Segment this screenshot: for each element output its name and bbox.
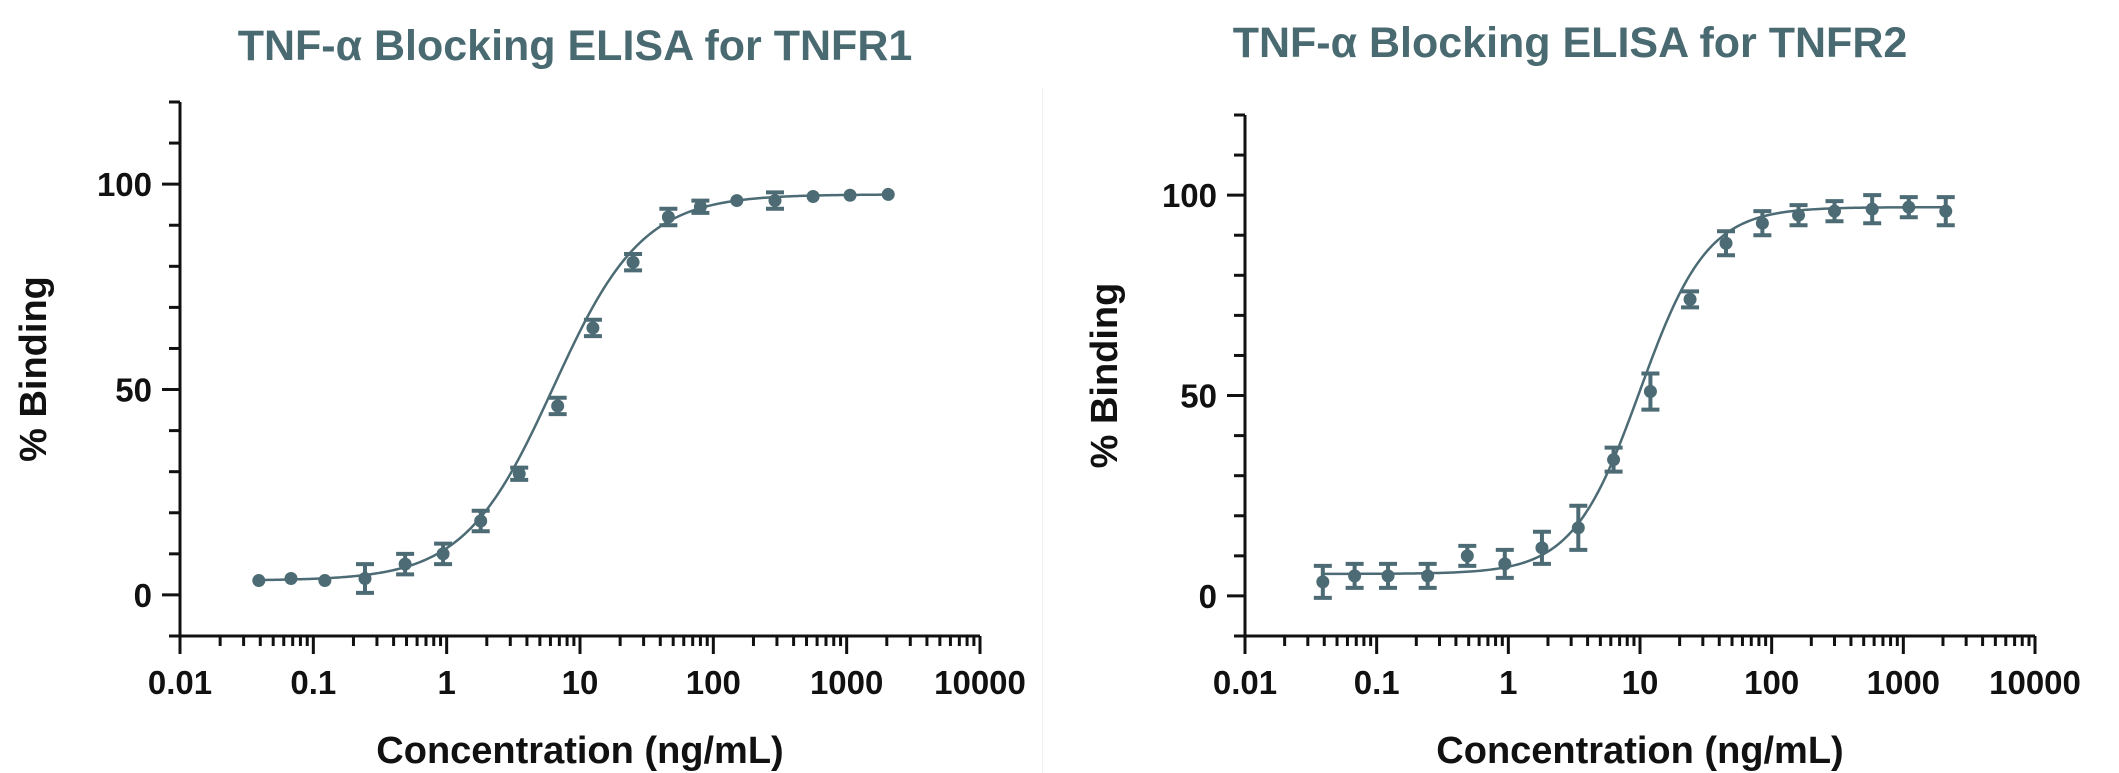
fit-curve — [1322, 205, 1946, 576]
data-point — [1316, 575, 1330, 589]
data-point — [1348, 569, 1362, 583]
data-point — [1421, 569, 1435, 583]
x-tick-label: 0.01 — [148, 664, 212, 701]
y-tick-label: 0 — [134, 577, 152, 614]
x-tick-label: 10 — [562, 664, 599, 701]
data-point — [1381, 569, 1395, 583]
x-tick-label: 0.01 — [1213, 664, 1277, 701]
data-point — [1498, 557, 1512, 571]
data-point — [1607, 453, 1621, 467]
data-point — [843, 188, 857, 202]
x-tick-label: 10000 — [934, 664, 1026, 701]
data-point — [512, 467, 526, 481]
x-tick-label: 1000 — [810, 664, 883, 701]
data-point — [626, 255, 640, 269]
x-tick-label: 1 — [1499, 664, 1517, 701]
data-point — [551, 399, 565, 413]
x-tick-label: 10000 — [1989, 664, 2081, 701]
y-axis-label: % Binding — [1084, 283, 1126, 469]
data-point — [1719, 236, 1733, 250]
data-point — [1902, 200, 1916, 214]
y-axis-label: % Binding — [13, 276, 55, 462]
data-point — [881, 187, 895, 201]
x-tick-label: 0.1 — [1354, 664, 1400, 701]
data-point — [474, 514, 488, 528]
x-tick-label: 1000 — [1867, 664, 1940, 701]
data-point — [1535, 541, 1549, 555]
y-tick-label: 100 — [97, 166, 152, 203]
data-point — [1827, 204, 1841, 218]
data-point — [1792, 208, 1806, 222]
data-point — [586, 321, 600, 335]
data-point — [1460, 549, 1474, 563]
panel-divider — [1042, 88, 1043, 773]
data-point — [1939, 204, 1953, 218]
x-tick-label: 100 — [686, 664, 741, 701]
y-tick-label: 0 — [1199, 578, 1217, 615]
x-tick-label: 10 — [1622, 664, 1659, 701]
chart-title: TNF-α Blocking ELISA for TNFR1 — [238, 22, 913, 70]
data-point — [252, 574, 266, 588]
x-tick-label: 0.1 — [290, 664, 336, 701]
data-point — [436, 547, 450, 561]
x-axis-label: Concentration (ng/mL) — [376, 730, 783, 772]
data-point — [398, 557, 412, 571]
x-tick-label: 1 — [437, 664, 455, 701]
data-point — [1683, 292, 1697, 306]
x-axis-label: Concentration (ng/mL) — [1436, 730, 1843, 772]
chart-title: TNF-α Blocking ELISA for TNFR2 — [1233, 19, 1908, 67]
data-point — [693, 200, 707, 214]
data-point — [661, 210, 675, 224]
chart-panel-2: TNF-α Blocking ELISA for TNFR2 0 50 100 0.01… — [1084, 19, 2081, 772]
y-tick-label: 100 — [1162, 177, 1217, 214]
data-point — [1643, 385, 1657, 399]
data-point — [1755, 216, 1769, 230]
data-point — [1865, 202, 1879, 216]
data-point — [730, 194, 744, 208]
y-tick-label: 50 — [1180, 378, 1217, 415]
data-point — [768, 194, 782, 208]
data-point — [806, 189, 820, 203]
fit-curve — [258, 193, 889, 582]
data-point — [358, 571, 372, 585]
chart-panel-1: TNF-α Blocking ELISA for TNFR1 0 50 100 0.01… — [13, 22, 1026, 772]
data-point — [1571, 521, 1585, 535]
data-point — [284, 571, 298, 585]
x-tick-label: 100 — [1744, 664, 1799, 701]
y-tick-label: 50 — [115, 372, 152, 409]
data-point — [318, 574, 332, 588]
